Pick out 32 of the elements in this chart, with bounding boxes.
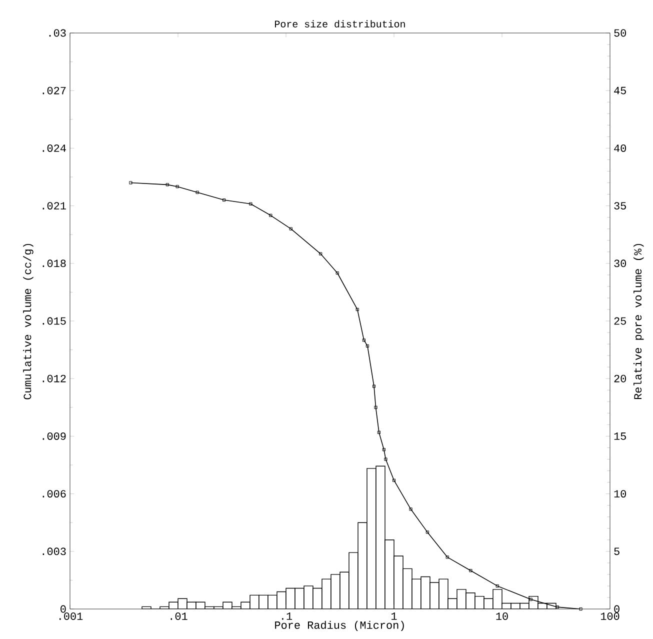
y-axis-title: Cumulative volume (cc/g) <box>23 244 34 400</box>
y-tick-label: .021 <box>42 202 66 210</box>
y-tick-label: .018 <box>42 260 66 268</box>
y2-tick-label: 50 <box>614 29 626 37</box>
y-tick-label: .03 <box>49 29 66 37</box>
x-tick-label: 100 <box>600 612 620 620</box>
y-tick-label: 0 <box>60 605 66 613</box>
y-tick-label: .003 <box>42 548 66 556</box>
y-tick-label: .015 <box>42 317 66 325</box>
x-axis-title: Pore Radius (Micron) <box>275 620 404 632</box>
y-tick-label: .027 <box>42 86 66 94</box>
x-tick-label: 1 <box>392 612 397 620</box>
x-tick-label: 10 <box>496 612 508 620</box>
x-tick-label: .01 <box>170 612 188 620</box>
y2-tick-label: 35 <box>614 202 626 210</box>
y-tick-label: .024 <box>42 144 66 152</box>
y2-tick-label: 30 <box>614 260 626 268</box>
y2-tick-label: 15 <box>614 432 626 440</box>
y2-tick-label: 10 <box>614 490 626 498</box>
y-tick-label: .006 <box>42 490 66 498</box>
y2-axis-title: Relative pore volume (%) <box>634 244 644 400</box>
y2-tick-label: 5 <box>614 548 620 556</box>
y2-tick-label: 40 <box>614 144 626 152</box>
x-tick-label: .001 <box>60 612 83 620</box>
y2-tick-label: 0 <box>614 605 620 613</box>
y2-tick-label: 25 <box>614 317 626 325</box>
y-tick-label: .012 <box>42 374 66 382</box>
chart-title: Pore size distribution <box>275 20 405 28</box>
y2-tick-label: 45 <box>614 86 626 94</box>
y2-tick-label: 20 <box>614 374 626 382</box>
x-tick-label: .1 <box>282 612 292 620</box>
y-tick-label: .009 <box>42 432 66 440</box>
